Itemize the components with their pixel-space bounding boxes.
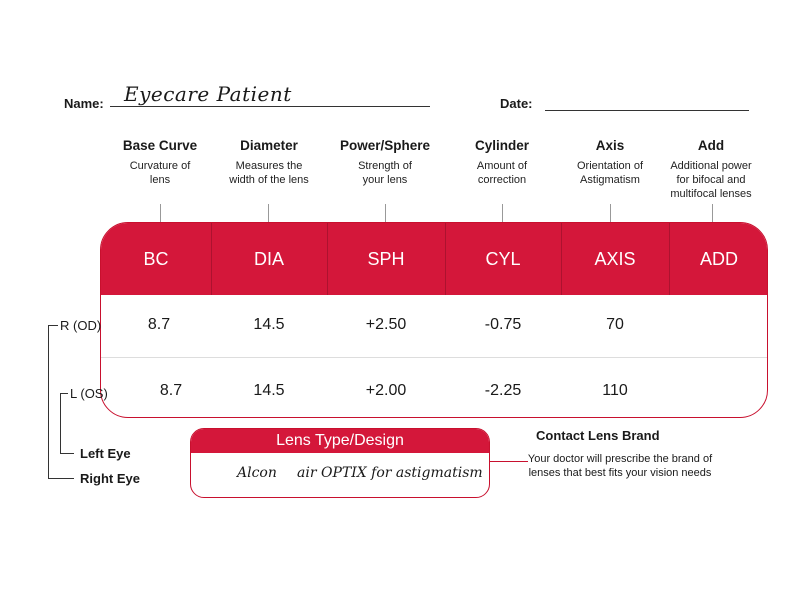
value-l-bc: 8.7 — [159, 382, 183, 399]
tick-sph — [385, 204, 386, 222]
col-desc: Orientation of Astigmatism — [576, 160, 644, 186]
tick-bc — [160, 204, 161, 222]
band-divider — [445, 223, 446, 295]
tick-axis — [610, 204, 611, 222]
value-r-dia: 14.5 — [253, 316, 285, 333]
tick-cyl — [502, 204, 503, 222]
band-cell-sph: SPH — [367, 248, 405, 269]
col-desc: Amount of correction — [476, 160, 528, 186]
col-head-dia: Diameter Measures the width of the lens — [204, 138, 334, 187]
date-label: Date: — [500, 96, 533, 111]
right-eye-label: Right Eye — [80, 471, 140, 486]
tick-add — [712, 204, 713, 222]
band-divider — [327, 223, 328, 295]
row-label-os: L (OS) — [70, 386, 108, 401]
value-l-sph: +2.00 — [365, 382, 407, 399]
value-l-axis: 110 — [602, 382, 628, 399]
lens-product: air OPTIX for astigmatism — [297, 465, 483, 481]
band-cell-cyl: CYL — [485, 248, 521, 269]
col-title: Cylinder — [474, 138, 529, 153]
lens-type-box: Lens Type/Design Alcon air OPTIX for ast… — [190, 428, 490, 498]
tick-dia — [268, 204, 269, 222]
bracket-left-eye-foot — [60, 453, 74, 454]
col-desc: Curvature of lens — [129, 160, 191, 186]
col-head-bc: Base Curve Curvature of lens — [95, 138, 225, 187]
name-underline — [110, 106, 430, 107]
col-head-sph: Power/Sphere Strength of your lens — [320, 138, 450, 187]
bracket-right-eye — [48, 325, 49, 478]
band-divider — [211, 223, 212, 295]
col-head-axis: Axis Orientation of Astigmatism — [545, 138, 675, 187]
value-r-sph: +2.50 — [365, 316, 407, 333]
value-r-bc: 8.7 — [147, 316, 171, 333]
col-title: Base Curve — [122, 138, 198, 153]
value-l-dia: 14.5 — [253, 382, 285, 399]
band-divider — [561, 223, 562, 295]
brand-connector — [490, 461, 528, 462]
band-cell-bc: BC — [143, 248, 169, 269]
left-eye-label: Left Eye — [80, 446, 131, 461]
row-divider — [101, 357, 767, 358]
col-desc: Additional power for bifocal and multifo… — [670, 160, 752, 200]
bracket-right-eye-foot — [48, 478, 74, 479]
bracket-os-top — [60, 393, 68, 394]
col-title: Diameter — [240, 138, 298, 153]
header-band: BC DIA SPH CYL AXIS ADD — [101, 223, 767, 295]
lens-type-title: Lens Type/Design — [191, 429, 489, 453]
name-value: Eyecare Patient — [124, 82, 292, 106]
col-title: Power/Sphere — [339, 138, 431, 153]
col-head-add: Add Additional power for bifocal and mul… — [646, 138, 776, 201]
value-r-axis: 70 — [606, 316, 624, 333]
bracket-left-eye — [60, 393, 61, 453]
contact-brand-desc: Your doctor will prescribe the brand of … — [527, 453, 713, 479]
band-divider — [669, 223, 670, 295]
col-title: Axis — [595, 138, 625, 153]
col-title: Add — [697, 138, 725, 153]
date-underline — [545, 110, 749, 111]
row-label-od: R (OD) — [60, 318, 102, 333]
contact-brand-title: Contact Lens Brand — [536, 428, 660, 443]
band-cell-axis: AXIS — [594, 248, 636, 269]
col-desc: Strength of your lens — [358, 160, 412, 186]
name-label: Name: — [64, 96, 104, 111]
lens-brand: Alcon — [237, 465, 277, 481]
band-cell-dia: DIA — [253, 248, 284, 269]
value-r-cyl: -0.75 — [484, 316, 522, 333]
col-desc: Measures the width of the lens — [229, 160, 309, 186]
prescription-card: BC DIA SPH CYL AXIS ADD 8.7 14.5 +2.50 -… — [100, 222, 768, 418]
bracket-od-top — [48, 325, 58, 326]
value-l-cyl: -2.25 — [484, 382, 522, 399]
col-head-cyl: Cylinder Amount of correction — [437, 138, 567, 187]
band-cell-add: ADD — [699, 248, 738, 269]
